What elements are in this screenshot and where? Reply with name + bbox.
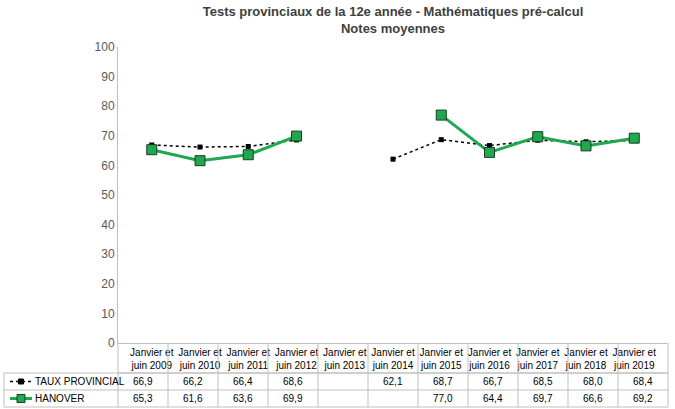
svg-text:Tests provinciaux de la 12e an: Tests provinciaux de la 12e année - Math… [203, 4, 584, 36]
svg-text:61,6: 61,6 [183, 393, 203, 404]
svg-text:30: 30 [101, 247, 115, 261]
svg-text:62,1: 62,1 [383, 376, 403, 387]
svg-text:TAUX PROVINCIAL: TAUX PROVINCIAL [35, 376, 125, 387]
svg-text:60: 60 [101, 159, 115, 173]
svg-text:Janvier etjuin 2019: Janvier etjuin 2019 [613, 347, 657, 371]
svg-text:68,5: 68,5 [533, 376, 553, 387]
svg-text:69,9: 69,9 [283, 393, 303, 404]
svg-text:40: 40 [101, 218, 115, 232]
svg-text:Janvier etjuin 2010: Janvier etjuin 2010 [178, 347, 222, 371]
svg-text:70: 70 [101, 129, 115, 143]
svg-text:0: 0 [108, 336, 115, 350]
svg-text:Janvier etjuin 2015: Janvier etjuin 2015 [420, 347, 464, 371]
svg-text:66,2: 66,2 [183, 376, 203, 387]
svg-text:68,6: 68,6 [283, 376, 303, 387]
svg-text:68,0: 68,0 [583, 376, 603, 387]
svg-text:Janvier etjuin 2011: Janvier etjuin 2011 [227, 347, 271, 371]
svg-text:100: 100 [95, 40, 115, 54]
svg-text:66,4: 66,4 [233, 376, 253, 387]
svg-text:63,6: 63,6 [233, 393, 253, 404]
svg-text:20: 20 [101, 277, 115, 291]
svg-text:Janvier etjuin 2018: Janvier etjuin 2018 [564, 347, 608, 371]
svg-text:Janvier etjuin 2013: Janvier etjuin 2013 [323, 347, 367, 371]
svg-text:66,6: 66,6 [583, 393, 603, 404]
svg-text:66,9: 66,9 [133, 376, 153, 387]
svg-text:Janvier etjuin 2014: Janvier etjuin 2014 [371, 347, 415, 371]
svg-text:68,4: 68,4 [633, 376, 653, 387]
svg-text:90: 90 [101, 70, 115, 84]
svg-text:Janvier etjuin 2016: Janvier etjuin 2016 [468, 347, 512, 371]
svg-text:68,7: 68,7 [433, 376, 453, 387]
svg-text:77,0: 77,0 [433, 393, 453, 404]
svg-text:65,3: 65,3 [133, 393, 153, 404]
svg-text:66,7: 66,7 [483, 376, 503, 387]
svg-text:69,7: 69,7 [533, 393, 553, 404]
svg-text:Janvier etjuin 2012: Janvier etjuin 2012 [275, 347, 319, 371]
svg-text:50: 50 [101, 188, 115, 202]
svg-text:Janvier etjuin 2017: Janvier etjuin 2017 [516, 347, 560, 371]
svg-text:10: 10 [101, 307, 115, 321]
svg-text:HANOVER: HANOVER [35, 393, 84, 404]
svg-text:64,4: 64,4 [483, 393, 503, 404]
svg-text:80: 80 [101, 99, 115, 113]
svg-text:Janvier etjuin 2009: Janvier etjuin 2009 [130, 347, 174, 371]
svg-text:69,2: 69,2 [633, 393, 653, 404]
